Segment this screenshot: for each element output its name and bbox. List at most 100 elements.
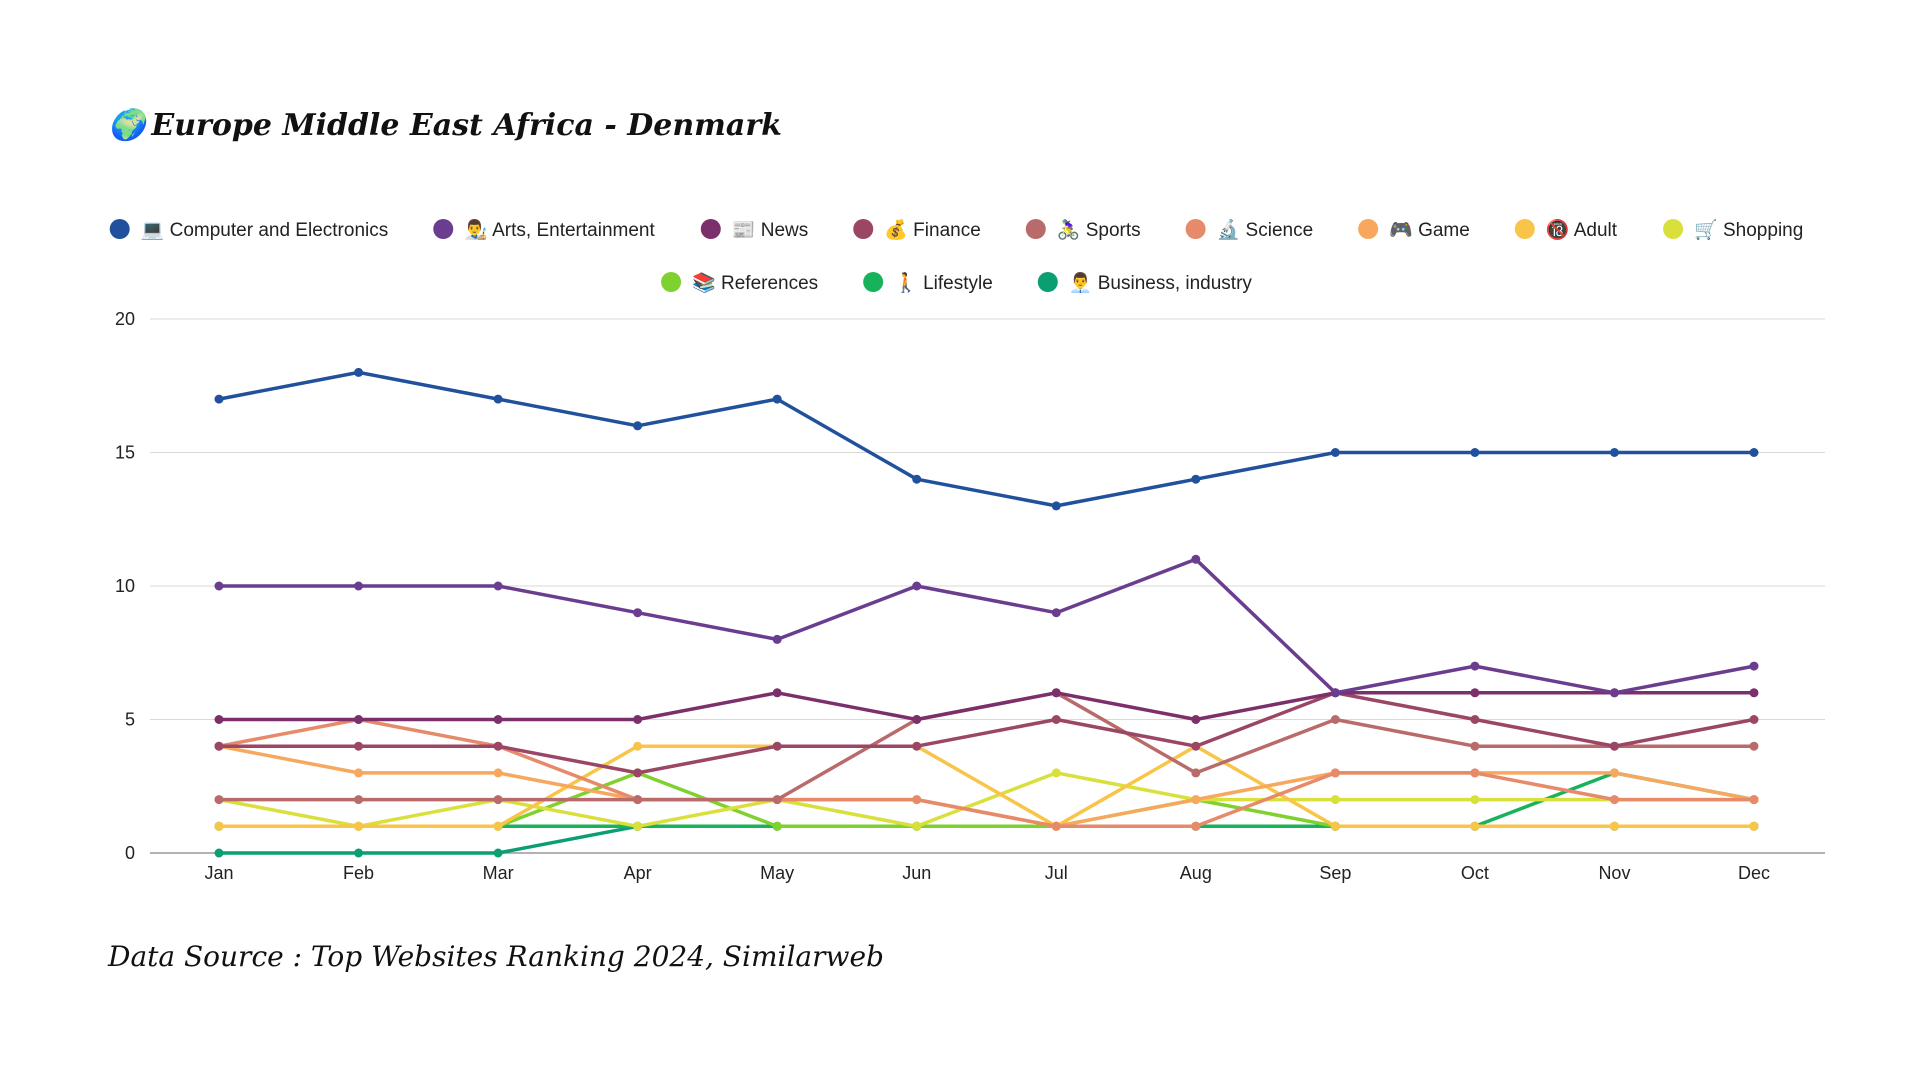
chart-title: 🌍 Europe Middle East Africa - Denmark	[108, 108, 782, 143]
data-point	[1749, 715, 1759, 724]
data-point	[633, 795, 643, 805]
legend-label: 🎮 Game	[1389, 220, 1470, 241]
data-point	[214, 741, 224, 751]
data-point	[1470, 741, 1480, 751]
data-point	[354, 795, 364, 805]
data-point	[633, 741, 643, 751]
legend-label: 👨‍🎨 Arts, Entertainment	[464, 218, 655, 241]
data-point	[1191, 768, 1201, 778]
data-point	[1191, 795, 1201, 805]
data-point	[912, 715, 922, 724]
legend-item: 📚 References	[661, 272, 818, 294]
data-point	[354, 821, 364, 831]
series-line	[217, 691, 1756, 775]
series-line	[217, 691, 1756, 722]
x-tick-label: Feb	[343, 863, 374, 883]
legend-item: 👨‍💼 Business, industry	[1037, 271, 1252, 294]
data-point	[633, 421, 643, 431]
series-computer-and-electronics	[214, 367, 1759, 511]
data-point	[772, 634, 782, 644]
data-point	[1749, 661, 1759, 671]
data-point	[1470, 661, 1480, 671]
data-point	[1749, 821, 1759, 831]
data-point	[772, 741, 782, 751]
series-adult	[214, 741, 1759, 831]
data-point	[633, 768, 643, 778]
data-point	[214, 795, 224, 805]
legend-label: 🔬 Science	[1217, 218, 1314, 241]
data-point	[772, 795, 782, 805]
data-point	[1609, 795, 1619, 805]
data-point	[1609, 448, 1619, 457]
data-point	[1051, 608, 1061, 618]
series-line	[217, 824, 1756, 855]
chart-title-text: Europe Middle East Africa - Denmark	[151, 108, 782, 143]
x-tick-label: Oct	[1461, 863, 1489, 883]
data-point	[214, 715, 224, 724]
data-point	[772, 821, 782, 831]
series-line	[217, 744, 1756, 829]
x-tick-label: Sep	[1319, 863, 1351, 883]
y-tick-label: 10	[115, 576, 135, 596]
data-point	[1749, 688, 1759, 698]
y-tick-label: 5	[125, 710, 135, 730]
data-point	[1330, 448, 1340, 457]
legend-item: 💻 Computer and Electronics	[109, 219, 388, 241]
data-point	[912, 474, 922, 484]
x-tick-label: Mar	[483, 863, 514, 883]
legend-item: 🔞 Adult	[1514, 218, 1618, 241]
x-tick-label: Jan	[204, 863, 233, 883]
data-point	[772, 688, 782, 698]
data-point	[1330, 688, 1340, 698]
data-point	[1470, 448, 1480, 457]
data-point	[493, 795, 503, 805]
x-tick-label: Jul	[1045, 863, 1068, 883]
legend-swatch	[1025, 219, 1046, 239]
data-point	[1191, 474, 1201, 484]
data-point	[354, 848, 364, 858]
data-point	[214, 848, 224, 858]
legend-swatch	[1663, 219, 1684, 239]
x-tick-label: Aug	[1180, 863, 1212, 883]
data-point	[1191, 554, 1201, 564]
legend-swatch	[863, 272, 884, 292]
series-arts-entertainment	[214, 554, 1759, 698]
data-point	[912, 741, 922, 751]
data-point	[1609, 741, 1619, 751]
data-point	[1749, 795, 1759, 805]
data-point	[493, 394, 503, 404]
legend-label: 📚 References	[692, 272, 818, 294]
data-point	[1191, 741, 1201, 751]
data-point	[1609, 768, 1619, 778]
y-tick-label: 0	[125, 843, 135, 863]
y-tick-label: 15	[115, 443, 135, 463]
data-point	[772, 394, 782, 404]
legend-label: 🔞 Adult	[1546, 218, 1618, 241]
data-point	[493, 848, 503, 858]
data-point	[1051, 768, 1061, 778]
x-tick-label: Apr	[624, 863, 652, 883]
data-point	[1609, 821, 1619, 831]
data-point	[1470, 715, 1480, 724]
data-point	[1191, 821, 1201, 831]
data-point	[493, 768, 503, 778]
x-tick-label: Dec	[1738, 863, 1770, 883]
data-source-note: Data Source : Top Websites Ranking 2024,…	[108, 940, 884, 973]
data-point	[354, 367, 364, 377]
data-point	[633, 715, 643, 724]
legend-swatch	[1185, 219, 1206, 239]
data-point	[912, 795, 922, 805]
legend-swatch	[109, 219, 130, 239]
x-tick-label: Nov	[1598, 863, 1630, 883]
data-point	[1330, 795, 1340, 805]
x-tick-label: May	[760, 863, 794, 883]
legend-label: 📰 News	[732, 220, 808, 241]
legend-item: 👨‍🎨 Arts, Entertainment	[433, 218, 655, 241]
data-point	[1470, 795, 1480, 805]
series-line	[217, 771, 1756, 829]
data-point	[633, 821, 643, 831]
data-point	[1330, 768, 1340, 778]
data-point	[1051, 688, 1061, 698]
data-point	[1609, 688, 1619, 698]
